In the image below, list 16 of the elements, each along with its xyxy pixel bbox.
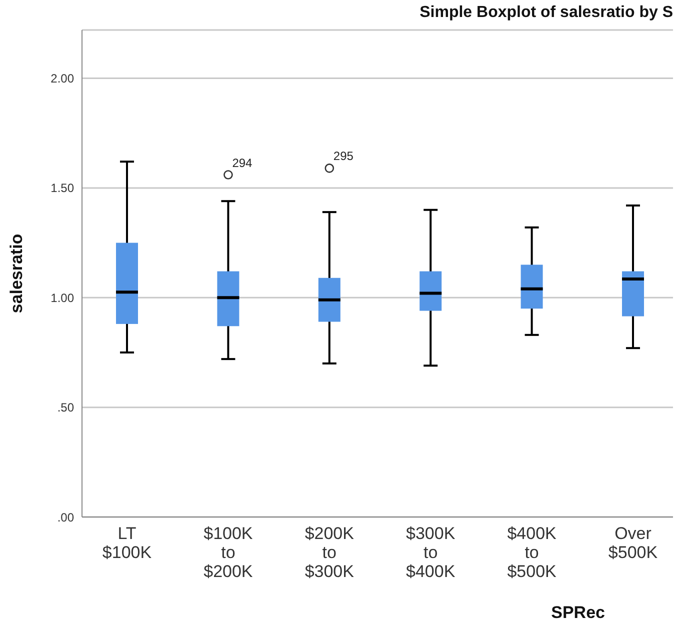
x-tick-label: $300K to $400K [406, 524, 456, 581]
y-tick-label: 2.00 [50, 72, 74, 86]
y-tick-label: 1.50 [50, 181, 74, 196]
annotation: 295 [333, 149, 354, 164]
y-axis-title: salesratio [7, 234, 26, 314]
x-tick-label: $200K to $300K [304, 524, 355, 581]
x-tick-label: LT $100K [102, 524, 152, 562]
y-tick-label: .00 [57, 510, 74, 524]
annotation: 294 [232, 156, 253, 170]
x-axis-title: SPRec [551, 603, 605, 622]
x-tick-label: Over $500K [608, 524, 658, 562]
x-tick-label: $400K to $500K [507, 524, 558, 581]
y-tick-label: .50 [57, 400, 74, 415]
y-tick-label: 1.00 [50, 290, 74, 305]
chart-title: Simple Boxplot of salesratio by S [420, 4, 673, 22]
x-tick-label: $100K to $200K [204, 524, 254, 581]
